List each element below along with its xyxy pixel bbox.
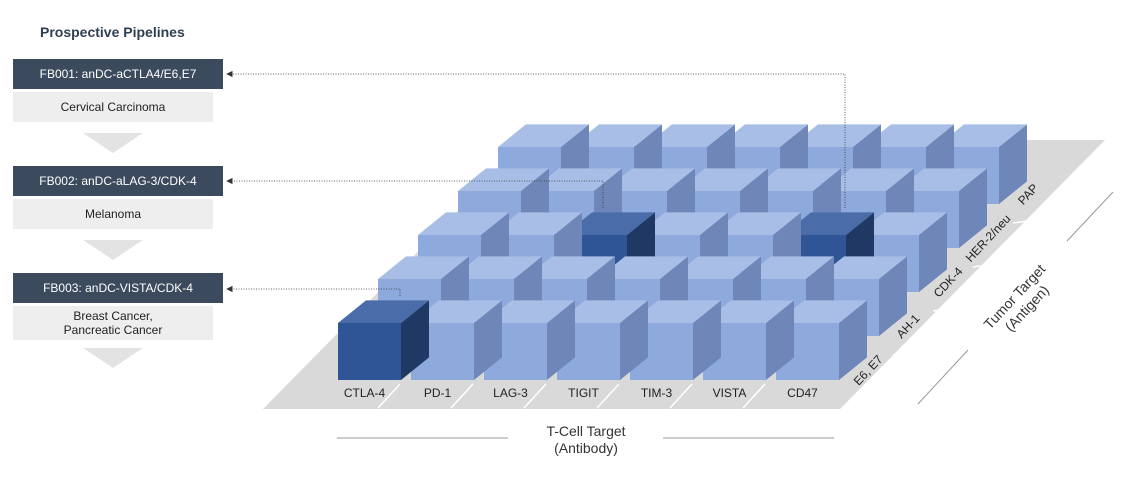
- cube-top-face: [856, 212, 947, 235]
- t-cell-target-labels: CTLA-4 PD-1 LAG-3 TIGIT TIM-3 VISTA CD47: [344, 386, 818, 400]
- down-chevron-arrow: [83, 133, 143, 153]
- row-divider: [1012, 218, 1042, 224]
- t-cell-label: CD47: [787, 386, 818, 400]
- cube-front-face: [338, 323, 401, 380]
- cube-CTLA-4-E6, E7: [338, 300, 429, 380]
- cube-CD47-E6, E7: [776, 300, 867, 380]
- pipeline-fb002-indication: Melanoma: [13, 199, 213, 229]
- t-cell-label: PD-1: [424, 386, 452, 400]
- row-divider: [892, 350, 922, 356]
- down-chevron-arrow: [83, 348, 143, 368]
- column-divider: [596, 383, 620, 409]
- t-cell-label: TIGIT: [568, 386, 599, 400]
- cube-top-face: [411, 300, 502, 323]
- connector-fb003: [226, 285, 401, 296]
- cube-top-face: [823, 168, 914, 191]
- cube-VISTA-E6, E7: [703, 300, 794, 380]
- cube-top-face: [776, 300, 867, 323]
- t-cell-label: CTLA-4: [344, 386, 386, 400]
- pipeline-fb001-header: FB001: anDC-aCTLA4/E6,E7: [13, 59, 223, 89]
- cube-top-face: [750, 168, 841, 191]
- cube-top-face: [498, 124, 589, 147]
- cube-side-face: [959, 168, 987, 248]
- cube-top-face: [863, 124, 954, 147]
- cube-top-face: [484, 300, 575, 323]
- cube-side-face: [879, 256, 907, 336]
- cube-top-face: [677, 168, 768, 191]
- cube-top-face: [564, 212, 655, 235]
- cube-side-face: [839, 300, 867, 380]
- column-divider: [523, 383, 547, 409]
- cube-top-face: [710, 212, 801, 235]
- cube-top-face: [790, 124, 881, 147]
- cube-top-face: [670, 256, 761, 279]
- cube-side-face: [547, 300, 575, 380]
- cube-top-face: [378, 256, 469, 279]
- cube-top-face: [703, 300, 794, 323]
- x-axis-title: T-Cell Target: [546, 423, 625, 439]
- cube-side-face: [693, 300, 721, 380]
- cube-top-face: [338, 300, 429, 323]
- pipeline-fb003-header: FB003: anDC-VISTA/CDK-4: [13, 273, 223, 303]
- pipeline-connectors: [226, 70, 846, 296]
- cube-top-face: [783, 212, 874, 235]
- pipeline-fb001-indication: Cervical Carcinoma: [13, 92, 213, 122]
- cube-top-face: [896, 168, 987, 191]
- column-divider: [450, 383, 474, 409]
- cube-top-face: [524, 256, 615, 279]
- cube-top-face: [597, 256, 688, 279]
- t-cell-label: TIM-3: [641, 386, 673, 400]
- cube-side-face: [999, 124, 1027, 204]
- cube-top-face: [630, 300, 721, 323]
- cube-top-face: [458, 168, 549, 191]
- y-axis-rule-top: [1066, 191, 1114, 242]
- down-chevron-arrow: [83, 240, 143, 260]
- column-divider: [377, 383, 401, 409]
- t-cell-label: LAG-3: [493, 386, 528, 400]
- cube-top-face: [557, 300, 648, 323]
- section-heading: Prospective Pipelines: [40, 24, 185, 40]
- cube-top-face: [531, 168, 622, 191]
- cube-top-face: [571, 124, 662, 147]
- cube-top-face: [644, 124, 735, 147]
- cube-side-face: [401, 300, 429, 380]
- cube-top-face: [604, 168, 695, 191]
- cube-side-face: [766, 300, 794, 380]
- x-axis-subtitle: (Antibody): [554, 440, 618, 456]
- cube-top-face: [717, 124, 808, 147]
- column-divider: [669, 383, 693, 409]
- column-divider: [742, 383, 766, 409]
- row-dividers: [377, 218, 1042, 409]
- pipeline-fb003-indication: Breast Cancer, Pancreatic Cancer: [13, 306, 213, 340]
- cube-top-face: [451, 256, 542, 279]
- connector-fb001: [226, 70, 846, 208]
- connector-fb002: [226, 177, 604, 208]
- cube-top-face: [936, 124, 1027, 147]
- cube-top-face: [816, 256, 907, 279]
- cube-side-face: [474, 300, 502, 380]
- row-divider: [932, 306, 962, 312]
- pipeline-fb002-header: FB002: anDC-aLAG-3/CDK-4: [13, 166, 223, 196]
- cube-side-face: [919, 212, 947, 292]
- cube-PD-1-E6, E7: [411, 300, 502, 380]
- cube-top-face: [418, 212, 509, 235]
- cube-side-face: [620, 300, 648, 380]
- row-divider: [972, 262, 1002, 268]
- y-axis-rule-bottom: [917, 349, 969, 405]
- cube-top-face: [491, 212, 582, 235]
- cube-grid: [338, 124, 1027, 380]
- cube-top-face: [637, 212, 728, 235]
- cube-top-face: [743, 256, 834, 279]
- t-cell-label: VISTA: [713, 386, 747, 400]
